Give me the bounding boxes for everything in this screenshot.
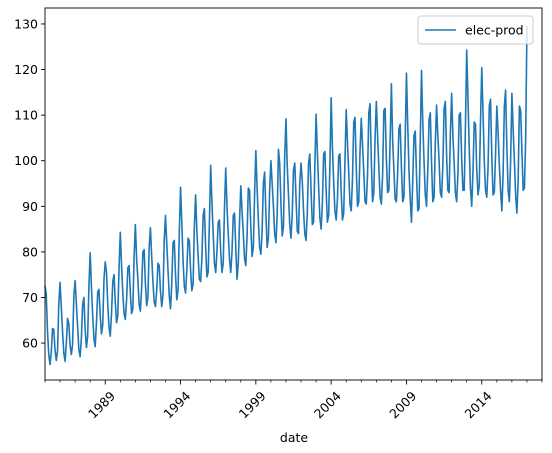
y-axis: 60 70 80 90 100 110 120 130 — [14, 16, 45, 351]
axes-frame — [44, 7, 543, 381]
series-line-elec-prod — [44, 25, 528, 366]
y-tick-label: 100 — [14, 153, 38, 168]
x-axis-minor-ticks — [44, 380, 543, 383]
y-tick-label: 80 — [22, 244, 38, 259]
legend: elec-prod — [417, 15, 534, 45]
y-tick-label: 110 — [14, 108, 38, 123]
x-axis-title: date — [280, 430, 308, 445]
legend-box — [417, 15, 534, 45]
y-tick-label: 90 — [22, 199, 38, 214]
y-tick-label: 60 — [22, 336, 38, 351]
y-tick-label: 120 — [14, 62, 38, 77]
legend-label: elec-prod — [465, 23, 524, 38]
y-tick-label: 130 — [14, 16, 38, 31]
plot-area — [44, 25, 528, 366]
y-tick-label: 70 — [22, 290, 38, 305]
